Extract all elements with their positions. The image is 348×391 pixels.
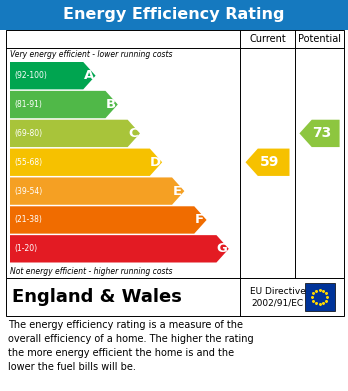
Text: 73: 73 [312,126,331,140]
Bar [6,30,344,278]
Text: (39-54): (39-54) [14,187,42,196]
Text: Current: Current [249,34,286,44]
Text: E: E [173,185,182,197]
Text: (81-91): (81-91) [14,100,42,109]
Text: (1-20): (1-20) [14,244,37,253]
Text: EU Directive
2002/91/EC: EU Directive 2002/91/EC [250,287,306,307]
Polygon shape [10,206,207,234]
Text: A: A [84,69,94,82]
Text: England & Wales: England & Wales [12,288,182,306]
Text: (69-80): (69-80) [14,129,42,138]
Bar [0,0,348,30]
Text: B: B [106,98,116,111]
Text: D: D [150,156,161,169]
Polygon shape [299,120,340,147]
Text: C: C [128,127,138,140]
Polygon shape [10,120,140,147]
Text: Not energy efficient - higher running costs: Not energy efficient - higher running co… [10,267,173,276]
Polygon shape [10,178,184,205]
Bar [304,283,334,311]
Polygon shape [10,149,162,176]
Text: G: G [216,242,228,255]
Bar [6,278,344,316]
Polygon shape [245,149,290,176]
Text: The energy efficiency rating is a measure of the
overall efficiency of a home. T: The energy efficiency rating is a measur… [8,320,254,372]
Text: 59: 59 [260,155,279,169]
Polygon shape [10,91,118,118]
Text: Energy Efficiency Rating: Energy Efficiency Rating [63,7,285,23]
Text: (21-38): (21-38) [14,215,42,224]
Text: Very energy efficient - lower running costs: Very energy efficient - lower running co… [10,50,173,59]
Text: (92-100): (92-100) [14,71,47,80]
Text: F: F [195,213,204,226]
Polygon shape [10,235,229,262]
Text: (55-68): (55-68) [14,158,42,167]
Polygon shape [10,62,96,90]
Text: Potential: Potential [298,34,341,44]
